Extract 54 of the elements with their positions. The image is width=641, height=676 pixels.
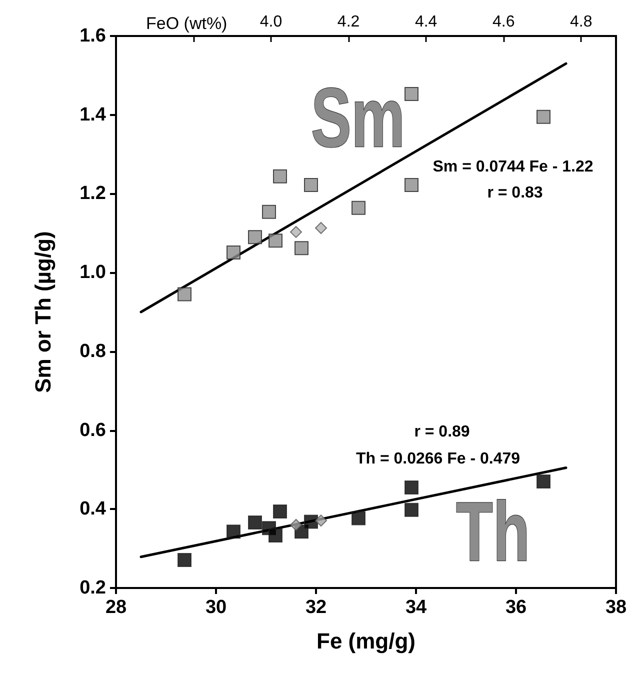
x2-tick-label: 4.8 bbox=[570, 14, 592, 30]
point bbox=[294, 241, 308, 256]
annotation: r = 0.83 bbox=[487, 184, 543, 202]
point bbox=[226, 245, 240, 260]
point bbox=[248, 516, 262, 530]
point bbox=[248, 230, 262, 244]
point bbox=[304, 178, 318, 192]
y-tick-label: 0.2 bbox=[80, 578, 106, 598]
point bbox=[536, 474, 550, 489]
point bbox=[262, 204, 276, 219]
y-tick-label: 1.4 bbox=[80, 104, 106, 126]
point bbox=[404, 480, 418, 494]
point bbox=[352, 200, 366, 215]
point bbox=[304, 514, 318, 529]
y-axis-title: Sm or Th (µg/g) bbox=[30, 231, 56, 393]
point bbox=[178, 287, 192, 302]
x-tick-label: 28 bbox=[105, 597, 127, 618]
y-tick-label: 1.2 bbox=[80, 183, 106, 204]
annotation: Th bbox=[456, 484, 530, 580]
point bbox=[352, 511, 366, 526]
x-axis-title: Fe (mg/g) bbox=[316, 628, 416, 654]
point bbox=[315, 222, 327, 234]
x2-tick-label: 4.4 bbox=[414, 14, 438, 30]
point bbox=[536, 110, 550, 124]
point bbox=[268, 234, 282, 248]
y-tick-label: 0.6 bbox=[80, 420, 106, 441]
x-tick-label: 36 bbox=[505, 597, 527, 618]
point bbox=[273, 504, 287, 519]
x-tick-label: 34 bbox=[405, 597, 427, 618]
point bbox=[290, 226, 302, 238]
annotation: Th = 0.0266 Fe - 0.479 bbox=[356, 450, 520, 468]
point bbox=[404, 86, 418, 101]
point bbox=[178, 553, 192, 568]
x2-axis-title: FeO (wt%) bbox=[146, 14, 228, 33]
annotation: r = 0.89 bbox=[414, 424, 470, 440]
x-tick-label: 32 bbox=[305, 597, 327, 618]
y-tick-label: 1.0 bbox=[80, 262, 106, 284]
point bbox=[273, 169, 287, 184]
point bbox=[290, 518, 302, 531]
point bbox=[404, 178, 418, 192]
point bbox=[404, 502, 418, 517]
x-tick-label: 38 bbox=[605, 597, 627, 618]
x2-tick-label: 4.2 bbox=[337, 14, 360, 30]
annotation: Sm = 0.0744 Fe - 1.22 bbox=[432, 158, 594, 176]
annotation: Sm bbox=[310, 70, 406, 166]
y-tick-label: 0.4 bbox=[80, 498, 106, 520]
point bbox=[315, 514, 327, 527]
x2-tick-label: 4.6 bbox=[492, 14, 515, 30]
point bbox=[226, 524, 240, 539]
y-tick-label: 0.8 bbox=[80, 340, 106, 362]
x-tick-label: 30 bbox=[205, 597, 227, 618]
point bbox=[268, 528, 282, 543]
y-tick-label: 1.6 bbox=[80, 26, 106, 46]
x2-tick-label: 4.0 bbox=[260, 14, 282, 30]
